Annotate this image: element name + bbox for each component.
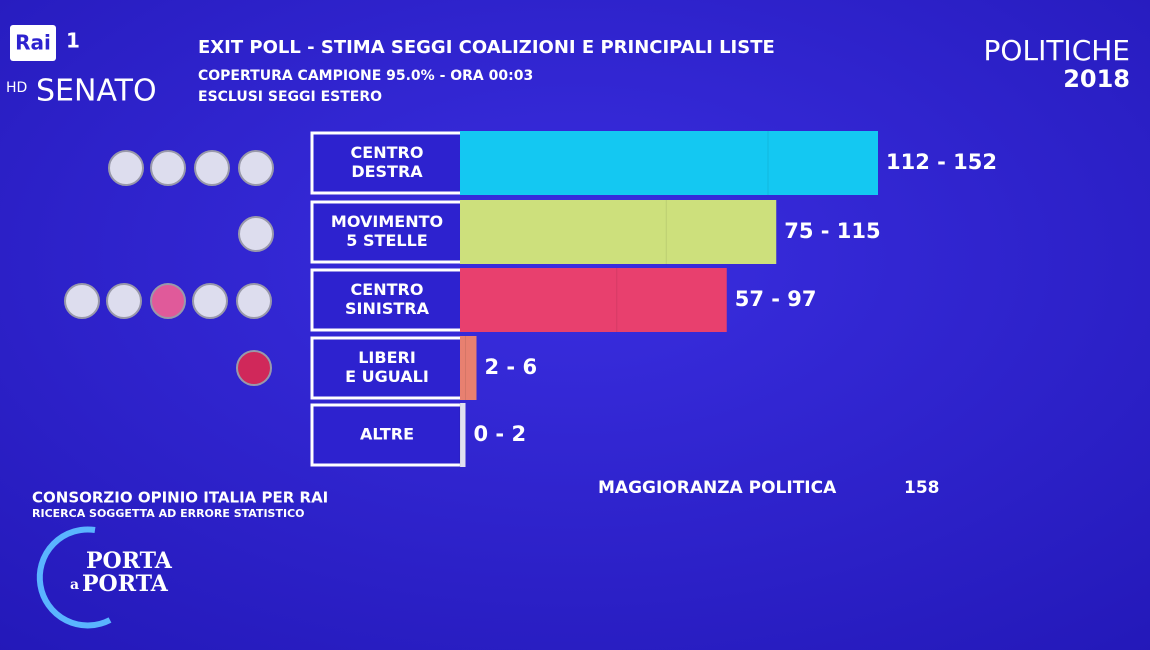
channel-number: 1 [66,29,80,53]
category-label: LIBERI [358,348,416,367]
category-label: DESTRA [351,162,423,181]
category-label: CENTRO [351,280,424,299]
value-label: 57 - 97 [735,287,817,311]
channel: Rai [15,31,51,55]
bar [460,268,727,332]
category-label: CENTRO [351,143,424,162]
category-label: 5 STELLE [346,231,427,250]
value-label: 75 - 115 [784,219,880,243]
logo: PORTA [82,571,169,597]
bar [460,200,777,264]
source-note: RICERCA SOGGETTA AD ERRORE STATISTICO [32,507,305,520]
chamber: SENATO [36,74,157,109]
majority-label: MAGGIORANZA POLITICA [598,478,837,498]
majority-value: 158 [904,478,940,498]
label-box [310,403,464,467]
value-label: 112 - 152 [886,150,997,174]
bar [460,336,477,400]
bar [460,403,466,467]
logo: a [70,577,79,593]
subtitle: COPERTURA CAMPIONE 95.0% - ORA 00:03 [198,68,533,84]
label-box [310,268,464,332]
election: POLITICHE [984,34,1130,67]
label-box [310,131,464,195]
category-label: E UGUALI [345,367,429,386]
source: CONSORZIO OPINIO ITALIA PER RAI [32,489,328,507]
value-label: 0 - 2 [474,422,527,446]
subtitle: ESCLUSI SEGGI ESTERO [198,89,382,105]
logo-arc [36,526,112,629]
channel-box [10,25,56,61]
party-logos [64,150,274,386]
logo: PORTA [86,548,173,574]
category-label: MOVIMENTO [331,212,443,231]
value-label: 2 - 6 [485,355,538,379]
category-label: SINISTRA [345,299,430,318]
category-label: ALTRE [360,425,414,444]
election-year: 2018 [1063,65,1130,93]
bar [460,131,878,195]
hd: HD [6,80,27,96]
chart-title: EXIT POLL - STIMA SEGGI COALIZIONI E PRI… [198,37,775,58]
